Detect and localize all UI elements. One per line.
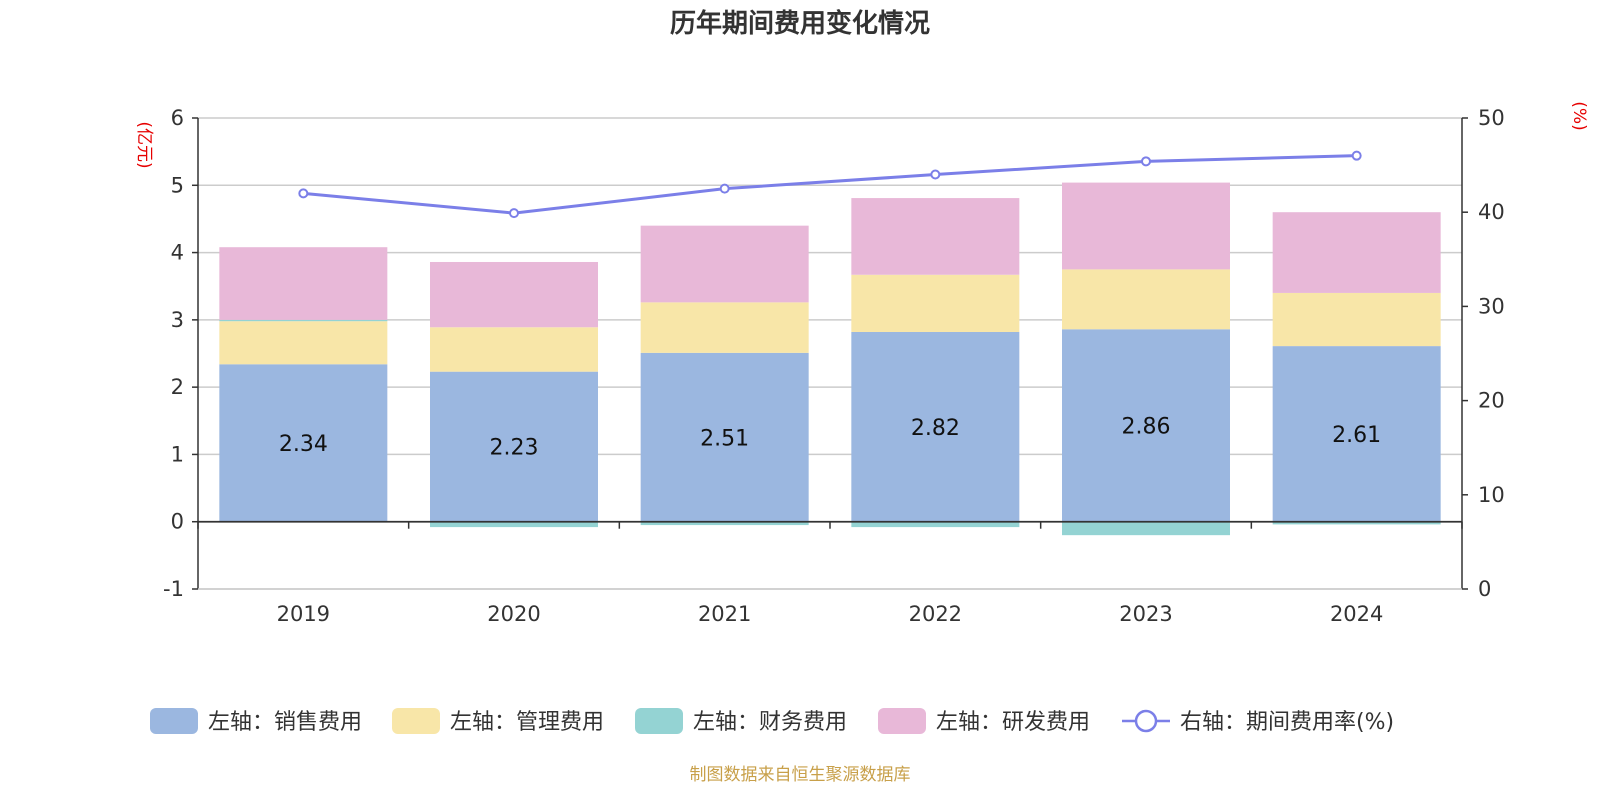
data-label: 2.82 xyxy=(911,416,960,441)
legend-swatch xyxy=(878,708,926,734)
x-tick-label: 2023 xyxy=(1119,602,1172,626)
left-tick-label: 5 xyxy=(171,173,184,197)
bar-3-2022 xyxy=(851,521,1020,528)
bar-2-2021 xyxy=(640,302,809,353)
data-label: 2.86 xyxy=(1122,414,1171,439)
legend-label: 左轴：研发费用 xyxy=(936,710,1090,735)
bar-4-2023 xyxy=(1062,182,1230,270)
rate-point xyxy=(509,208,519,219)
data-label: 2.34 xyxy=(279,432,328,457)
grid-lines xyxy=(198,117,1462,590)
bar-1-2021 xyxy=(640,352,809,522)
bar-1-2022 xyxy=(851,331,1020,522)
bar-2-2020 xyxy=(430,327,598,372)
left-tick-label: 4 xyxy=(171,241,184,265)
rate-point xyxy=(1351,150,1362,161)
left-tick-label: -1 xyxy=(163,577,184,601)
right-tick-label: 10 xyxy=(1478,483,1505,507)
bar-3-2024 xyxy=(1272,521,1441,525)
data-label: 2.51 xyxy=(700,426,749,451)
bar-4-2021 xyxy=(640,225,809,303)
right-tick-label: 50 xyxy=(1478,106,1505,130)
bar-series xyxy=(219,182,1441,536)
bar-3-2021 xyxy=(640,521,809,526)
data-label: 2.23 xyxy=(490,436,539,461)
x-tick-label: 2020 xyxy=(487,602,540,626)
bar-1-2020 xyxy=(430,371,598,522)
left-axis-unit: (亿元) xyxy=(134,121,154,168)
legend-marker xyxy=(1134,709,1158,733)
rate-point xyxy=(930,169,941,180)
legend-label: 左轴：销售费用 xyxy=(208,710,362,735)
right-tick-label: 40 xyxy=(1478,200,1505,224)
rate-point xyxy=(719,183,730,194)
rate-point xyxy=(298,188,309,199)
right-axis-unit: (%) xyxy=(1569,101,1589,130)
legend-swatch xyxy=(392,708,440,734)
left-tick-label: 0 xyxy=(171,510,184,534)
rate-point xyxy=(1141,156,1151,167)
bar-2-2019 xyxy=(219,321,388,365)
bar-4-2022 xyxy=(851,198,1020,275)
left-tick-label: 6 xyxy=(171,106,184,130)
bar-2-2024 xyxy=(1272,292,1441,347)
legend: 左轴：销售费用 左轴：管理费用 左轴：财务费用 左轴：研发费用 右轴：期间费用率(%) xyxy=(150,708,1394,735)
left-tick-label: 1 xyxy=(171,442,184,466)
axes: -1 0 1 2 3 4 5 6 0 10 20 30 40 50 2019 2020 2021 2022 2023… xyxy=(163,106,1505,626)
rate-line xyxy=(303,154,1357,215)
bar-4-2024 xyxy=(1272,212,1441,293)
bar-4-2019 xyxy=(219,247,388,320)
legend-label: 右轴：期间费用率(%) xyxy=(1180,710,1394,735)
left-tick-label: 2 xyxy=(171,375,184,399)
bar-1-2019 xyxy=(219,364,388,522)
bar-2-2022 xyxy=(851,274,1020,332)
bar-1-2024 xyxy=(1272,346,1441,522)
bar-3-2020 xyxy=(430,521,598,528)
data-labels: 2.34 2.23 2.51 2.82 2.86 2.61 xyxy=(279,414,1381,460)
bar-3-2019 xyxy=(219,319,388,322)
x-tick-label: 2021 xyxy=(698,602,751,626)
bar-4-2020 xyxy=(430,261,598,328)
data-label: 2.61 xyxy=(1332,423,1381,448)
right-tick-label: 30 xyxy=(1478,294,1505,318)
legend-swatch xyxy=(635,708,683,734)
left-tick-label: 3 xyxy=(171,308,184,332)
bar-2-2023 xyxy=(1062,269,1230,330)
legend-swatch xyxy=(150,708,198,734)
bar-3-2023 xyxy=(1062,521,1230,536)
source-footnote: 制图数据来自恒生聚源数据库 xyxy=(690,765,911,785)
chart-title: 历年期间费用变化情况 xyxy=(670,8,930,39)
right-tick-label: 20 xyxy=(1478,389,1505,413)
rate-line-series xyxy=(298,150,1362,219)
x-tick-label: 2024 xyxy=(1330,602,1383,626)
bar-1-2023 xyxy=(1062,329,1230,522)
legend-label: 左轴：管理费用 xyxy=(450,710,604,735)
legend-label: 左轴：财务费用 xyxy=(693,710,847,735)
x-tick-label: 2022 xyxy=(909,602,962,626)
x-tick-label: 2019 xyxy=(277,602,330,626)
right-tick-label: 0 xyxy=(1478,577,1491,601)
